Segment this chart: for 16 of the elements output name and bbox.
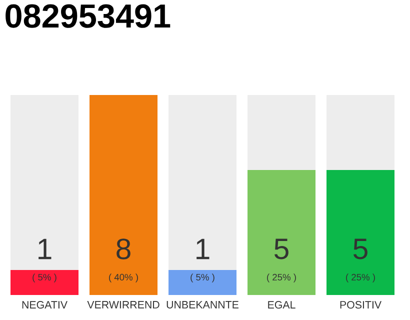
data-label: 5 [354, 238, 368, 260]
data-label: 5 [274, 238, 288, 260]
annotation: ( 5% ) [32, 274, 56, 282]
data-label: 1 [196, 238, 210, 260]
chart-title: 082953491 [6, 4, 170, 28]
data-label: 1 [38, 238, 52, 260]
x-tick-label: EGAL [268, 301, 296, 309]
annotation: ( 5% ) [190, 274, 214, 282]
x-tick-label: POSITIV [340, 301, 382, 309]
x-tick-label: UNBEKANNTE [166, 301, 238, 308]
annotation: ( 25% ) [267, 274, 296, 282]
annotation: ( 25% ) [346, 274, 375, 282]
data-label: 8 [116, 238, 130, 260]
x-tick-label: VERWIRREND [87, 301, 160, 308]
annotation: ( 40% ) [109, 274, 138, 282]
x-tick-label: NEGATIV [22, 301, 68, 309]
